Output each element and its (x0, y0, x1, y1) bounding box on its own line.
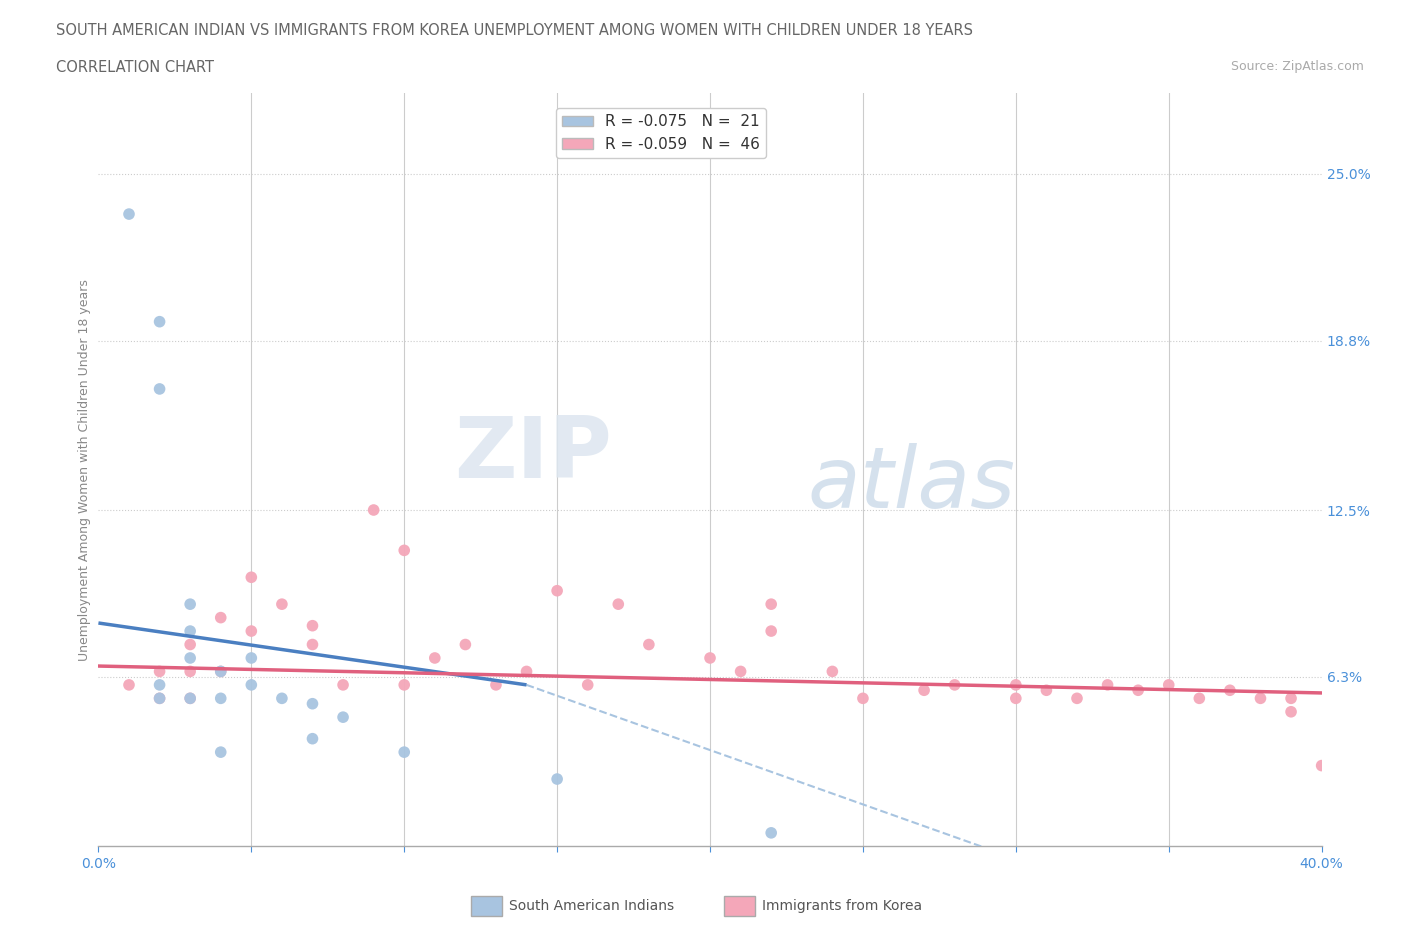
Point (1188, 691, 1211, 706)
Point (301, 697, 323, 711)
Point (179, 691, 201, 706)
Point (209, 610, 232, 625)
Point (1310, 758, 1333, 773)
Legend: R = -0.075   N =  21, R = -0.059   N =  46: R = -0.075 N = 21, R = -0.059 N = 46 (557, 108, 766, 158)
Point (516, 664, 538, 679)
Point (759, 597, 782, 612)
Point (699, 651, 721, 666)
Point (149, 381, 172, 396)
Point (821, 664, 844, 679)
Text: SOUTH AMERICAN INDIAN VS IMMIGRANTS FROM KOREA UNEMPLOYMENT AMONG WOMEN WITH CHI: SOUTH AMERICAN INDIAN VS IMMIGRANTS FROM… (56, 23, 973, 38)
Point (270, 597, 292, 612)
Point (454, 637, 477, 652)
Point (392, 543, 416, 558)
Point (759, 624, 782, 639)
Point (1249, 691, 1271, 706)
Point (179, 624, 201, 639)
Point (301, 731, 323, 746)
Point (546, 772, 568, 787)
Point (301, 618, 323, 633)
Point (149, 691, 172, 706)
Point (332, 710, 354, 724)
Text: atlas: atlas (808, 444, 1017, 526)
Point (149, 691, 172, 706)
Point (301, 637, 323, 652)
Point (392, 677, 416, 692)
Text: South American Indians: South American Indians (509, 898, 673, 913)
Point (209, 664, 232, 679)
Point (209, 664, 232, 679)
Point (179, 664, 201, 679)
Point (637, 637, 661, 652)
Point (240, 651, 263, 666)
Text: Source: ZipAtlas.com: Source: ZipAtlas.com (1230, 60, 1364, 73)
Point (485, 677, 508, 692)
Point (179, 651, 201, 666)
Point (1066, 691, 1088, 706)
Point (149, 664, 172, 679)
Point (730, 664, 752, 679)
Point (392, 745, 416, 760)
Point (943, 677, 966, 692)
Point (240, 677, 263, 692)
Point (912, 683, 935, 698)
Point (149, 677, 172, 692)
Point (209, 691, 232, 706)
Point (363, 502, 385, 517)
Point (118, 206, 141, 221)
Point (1157, 677, 1180, 692)
Point (149, 314, 172, 329)
Point (852, 691, 875, 706)
Point (1279, 691, 1302, 706)
Point (423, 651, 446, 666)
Point (1004, 677, 1026, 692)
Point (240, 570, 263, 585)
Point (179, 597, 201, 612)
Point (607, 597, 630, 612)
Text: ZIP: ZIP (454, 413, 612, 496)
Point (179, 637, 201, 652)
Text: CORRELATION CHART: CORRELATION CHART (56, 60, 214, 75)
Point (332, 677, 354, 692)
Point (209, 745, 232, 760)
Text: Immigrants from Korea: Immigrants from Korea (762, 898, 922, 913)
Point (1035, 683, 1057, 698)
Point (118, 677, 141, 692)
Point (240, 624, 263, 639)
Point (759, 826, 782, 841)
Point (1279, 704, 1302, 719)
Point (1128, 683, 1150, 698)
Point (1219, 683, 1241, 698)
Point (270, 691, 292, 706)
Point (576, 677, 599, 692)
Point (179, 691, 201, 706)
Point (546, 583, 568, 598)
Point (1097, 677, 1119, 692)
Point (1004, 691, 1026, 706)
Y-axis label: Unemployment Among Women with Children Under 18 years: Unemployment Among Women with Children U… (79, 279, 91, 660)
